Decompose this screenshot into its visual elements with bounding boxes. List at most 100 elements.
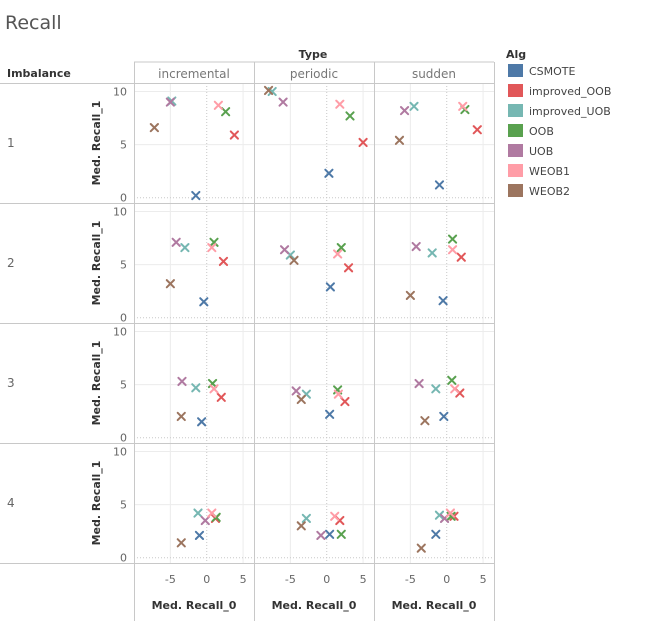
point-stroke xyxy=(263,85,274,96)
point-WEOB1[interactable] xyxy=(207,243,217,253)
point-WEOB1[interactable] xyxy=(333,249,343,259)
point-OOB[interactable] xyxy=(336,243,346,253)
legend-item-UOB[interactable]: UOB xyxy=(508,144,553,158)
legend-swatch xyxy=(508,124,523,137)
point-CSMOTE[interactable] xyxy=(199,297,209,307)
point-WEOB1[interactable] xyxy=(445,508,455,518)
point-UOB[interactable] xyxy=(171,237,181,247)
point-UOB[interactable] xyxy=(279,245,290,255)
point-improved_UOB[interactable] xyxy=(301,513,311,523)
point-improved_UOB[interactable] xyxy=(180,243,190,253)
point-OOB[interactable] xyxy=(345,111,355,121)
point-stroke xyxy=(434,510,445,520)
point-UOB[interactable] xyxy=(291,386,301,396)
point-WEOB1[interactable] xyxy=(333,389,343,399)
point-WEOB1[interactable] xyxy=(458,101,468,111)
point-UOB[interactable] xyxy=(316,530,326,540)
point-WEOB2[interactable] xyxy=(263,85,274,96)
point-improved_OOB[interactable] xyxy=(343,263,354,273)
legend-item-improved_UOB[interactable]: improved_UOB xyxy=(508,104,611,118)
point-CSMOTE[interactable] xyxy=(434,180,445,190)
point-WEOB1[interactable] xyxy=(330,511,340,521)
point-WEOB2[interactable] xyxy=(176,538,186,548)
point-stroke xyxy=(450,384,460,394)
point-stroke xyxy=(335,515,345,526)
point-UOB[interactable] xyxy=(411,241,421,252)
point-OOB[interactable] xyxy=(447,375,457,385)
legend-item-WEOB2[interactable]: WEOB2 xyxy=(508,184,570,198)
point-WEOB2[interactable] xyxy=(394,135,405,145)
point-WEOB2[interactable] xyxy=(405,290,415,300)
point-OOB[interactable] xyxy=(447,234,458,244)
point-stroke xyxy=(427,248,437,258)
point-CSMOTE[interactable] xyxy=(325,529,335,539)
point-OOB[interactable] xyxy=(336,529,346,539)
x-tick-label: 0 xyxy=(443,573,450,586)
legend-item-CSMOTE[interactable]: CSMOTE xyxy=(508,64,576,78)
legend-label: improved_OOB xyxy=(529,85,611,98)
point-improved_UOB[interactable] xyxy=(434,510,445,520)
legend-label: improved_UOB xyxy=(529,105,611,118)
legend-label: WEOB2 xyxy=(529,185,570,198)
point-stroke xyxy=(197,417,207,427)
point-CSMOTE[interactable] xyxy=(439,411,449,422)
point-UOB[interactable] xyxy=(200,515,210,526)
point-WEOB1[interactable] xyxy=(450,384,460,394)
point-UOB[interactable] xyxy=(414,378,424,389)
point-WEOB2[interactable] xyxy=(176,411,186,422)
point-UOB[interactable] xyxy=(399,106,410,116)
x-tick-label: 0 xyxy=(323,573,330,586)
point-improved_OOB[interactable] xyxy=(340,396,350,407)
point-improved_UOB[interactable] xyxy=(409,101,419,111)
point-improved_UOB[interactable] xyxy=(191,383,201,393)
point-WEOB1[interactable] xyxy=(207,508,217,518)
point-improved_UOB[interactable] xyxy=(427,248,437,258)
point-WEOB2[interactable] xyxy=(149,123,159,133)
point-UOB[interactable] xyxy=(278,97,288,107)
point-WEOB2[interactable] xyxy=(165,279,175,289)
point-OOB[interactable] xyxy=(209,237,219,247)
point-improved_OOB[interactable] xyxy=(358,137,368,148)
point-UOB[interactable] xyxy=(177,376,187,387)
point-stroke xyxy=(285,250,295,260)
point-CSMOTE[interactable] xyxy=(431,529,441,539)
point-WEOB2[interactable] xyxy=(296,521,306,531)
point-improved_UOB[interactable] xyxy=(431,384,441,394)
point-WEOB2[interactable] xyxy=(296,394,306,405)
point-UOB[interactable] xyxy=(165,97,175,107)
point-stroke xyxy=(411,241,421,252)
point-CSMOTE[interactable] xyxy=(324,168,334,178)
point-improved_OOB[interactable] xyxy=(456,252,466,262)
point-stroke xyxy=(229,130,239,140)
point-CSMOTE[interactable] xyxy=(194,530,205,540)
point-improved_OOB[interactable] xyxy=(229,130,239,140)
point-WEOB1[interactable] xyxy=(335,99,345,109)
point-CSMOTE[interactable] xyxy=(325,409,335,419)
point-WEOB1[interactable] xyxy=(209,384,219,394)
point-improved_UOB[interactable] xyxy=(193,508,203,518)
point-CSMOTE[interactable] xyxy=(438,296,448,306)
point-CSMOTE[interactable] xyxy=(325,282,335,292)
y-tick-label: 10 xyxy=(113,205,127,218)
legend-item-improved_OOB[interactable]: improved_OOB xyxy=(508,84,611,98)
point-WEOB2[interactable] xyxy=(289,255,299,265)
point-WEOB2[interactable] xyxy=(420,416,430,426)
point-stroke xyxy=(176,538,186,548)
point-WEOB1[interactable] xyxy=(213,100,223,110)
legend-item-OOB[interactable]: OOB xyxy=(508,124,554,138)
legend-item-WEOB1[interactable]: WEOB1 xyxy=(508,164,570,178)
point-improved_OOB[interactable] xyxy=(218,256,229,267)
y-tick-label: 5 xyxy=(120,379,127,392)
column-header-sudden: sudden xyxy=(412,67,456,81)
point-OOB[interactable] xyxy=(221,107,231,117)
point-CSMOTE[interactable] xyxy=(191,190,201,201)
point-improved_OOB[interactable] xyxy=(472,125,482,135)
point-stroke xyxy=(213,100,223,110)
point-stroke xyxy=(438,296,448,306)
point-improved_OOB[interactable] xyxy=(216,392,226,402)
y-axis-title: Med. Recall_1 xyxy=(90,461,103,546)
point-WEOB2[interactable] xyxy=(416,543,426,553)
legend[interactable]: Alg CSMOTE improved_OOB improved_UOB OOB UOB… xyxy=(506,48,611,198)
point-WEOB1[interactable] xyxy=(447,245,458,255)
point-CSMOTE[interactable] xyxy=(197,417,207,427)
